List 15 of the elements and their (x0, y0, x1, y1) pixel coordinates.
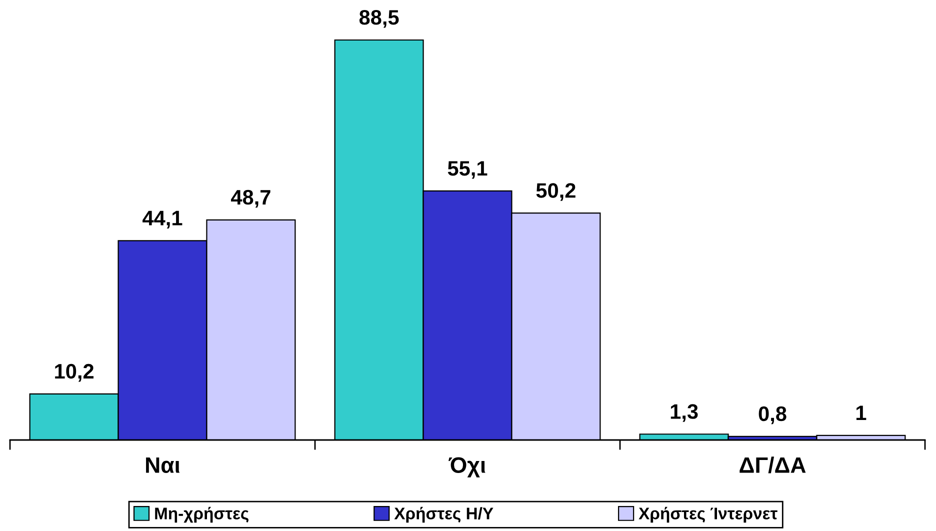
legend-label: Μη-χρήστες (155, 506, 248, 523)
x-tick-label: ΔΓ/ΔΑ (740, 456, 806, 474)
x-tick-label: Ναι (146, 457, 180, 473)
data-label: 0,8 (758, 406, 786, 424)
data-label: 44,1 (142, 210, 182, 228)
x-tick-label: Όχι (448, 457, 486, 478)
legend-label: Χρήστες Η/Υ (394, 506, 494, 523)
data-label: 1,3 (670, 404, 698, 422)
legend-label: Χρήστες Ίντερνετ (638, 506, 778, 523)
data-label: 50,2 (536, 183, 576, 201)
data-label: 1 (856, 406, 866, 420)
data-label: 48,7 (230, 190, 270, 208)
data-label: 10,2 (55, 364, 94, 382)
data-label: 88,5 (359, 10, 399, 28)
data-label: 55,1 (448, 161, 488, 179)
